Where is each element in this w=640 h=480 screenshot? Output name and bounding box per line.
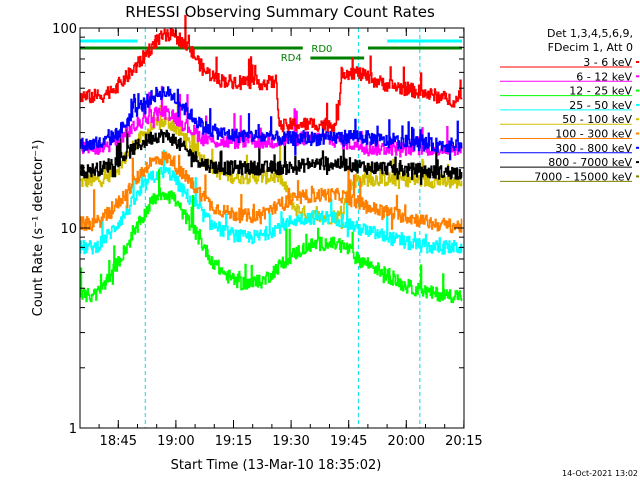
legend-label: 12 - 25 keV bbox=[569, 85, 632, 98]
legend-entry-7: 800 - 7000 keV bbox=[500, 156, 639, 169]
series-line bbox=[79, 169, 463, 304]
plot-area: RD0 RD4 bbox=[79, 14, 463, 428]
series-12-25-kev-trace bbox=[79, 169, 463, 304]
legend-entry-1: 6 - 12 keV bbox=[500, 70, 639, 83]
y-axis-label: Count Rate (s⁻¹ detector⁻¹) bbox=[31, 140, 46, 317]
legend-label: 300 - 800 keV bbox=[555, 142, 632, 155]
series-100-300-kev-trace bbox=[79, 151, 463, 234]
legend-entry-4: 50 - 100 keV bbox=[500, 113, 639, 126]
series-300-800-kev-trace bbox=[79, 86, 463, 161]
series-line bbox=[79, 103, 463, 229]
x-tick-label-5: 20:00 bbox=[388, 434, 425, 449]
series-line bbox=[79, 14, 463, 133]
x-tick-label-4: 19:45 bbox=[330, 434, 367, 449]
legend-label: 100 - 300 keV bbox=[555, 128, 632, 141]
rd4-label: RD4 bbox=[281, 53, 302, 64]
series-800-7000-kev-trace bbox=[79, 126, 463, 185]
x-tick-label-6: 20:15 bbox=[445, 434, 482, 449]
y-tick-label-1: 10 bbox=[60, 222, 77, 237]
x-tick-label-0: 18:45 bbox=[100, 434, 137, 449]
legend-label: 6 - 12 keV bbox=[576, 70, 632, 83]
x-tick-label-1: 19:00 bbox=[157, 434, 194, 449]
timestamp: 14-Oct-2021 13:02 bbox=[562, 469, 638, 478]
legend-entry-5: 100 - 300 keV bbox=[500, 128, 639, 141]
legend-entry-6: 300 - 800 keV bbox=[500, 142, 639, 155]
legend-label: 800 - 7000 keV bbox=[548, 156, 632, 169]
x-tick-label-2: 19:15 bbox=[215, 434, 252, 449]
y-tick-label-0: 1 bbox=[69, 422, 77, 437]
series-line bbox=[79, 126, 463, 185]
legend-label: 50 - 100 keV bbox=[562, 113, 632, 126]
legend-entry-2: 12 - 25 keV bbox=[500, 85, 639, 98]
y-tick-label-2: 100 bbox=[52, 22, 77, 37]
series-3-6-kev-trace bbox=[79, 14, 463, 133]
legend-label: 3 - 6 keV bbox=[583, 56, 632, 69]
rd0-label: RD0 bbox=[311, 44, 332, 55]
series-line bbox=[79, 149, 463, 255]
legend-header-line-2: FDecim 1, Att 0 bbox=[548, 41, 633, 54]
x-tick-label-3: 19:30 bbox=[272, 434, 309, 449]
legend-entry-3: 25 - 50 keV bbox=[500, 99, 639, 112]
x-axis-label: Start Time (13-Mar-10 18:35:02) bbox=[171, 458, 382, 473]
chart-title: RHESSI Observing Summary Count Rates bbox=[125, 3, 435, 21]
legend-label: 7000 - 15000 keV bbox=[534, 170, 632, 183]
series-25-50-kev-trace bbox=[79, 149, 463, 255]
legend-entry-8: 7000 - 15000 keV bbox=[500, 170, 639, 183]
series-line bbox=[79, 86, 463, 161]
axes: 18:45 19:00 19:15 19:30 19:45 20:00 20:15 1 10 10… bbox=[52, 22, 482, 449]
legend-label: 25 - 50 keV bbox=[569, 99, 632, 112]
series-50-100-kev-trace bbox=[79, 103, 463, 229]
legend-entry-0: 3 - 6 keV bbox=[500, 56, 639, 69]
series-line bbox=[79, 151, 463, 234]
legend-header-line-1: Det 1,3,4,5,6,9, bbox=[547, 27, 633, 40]
